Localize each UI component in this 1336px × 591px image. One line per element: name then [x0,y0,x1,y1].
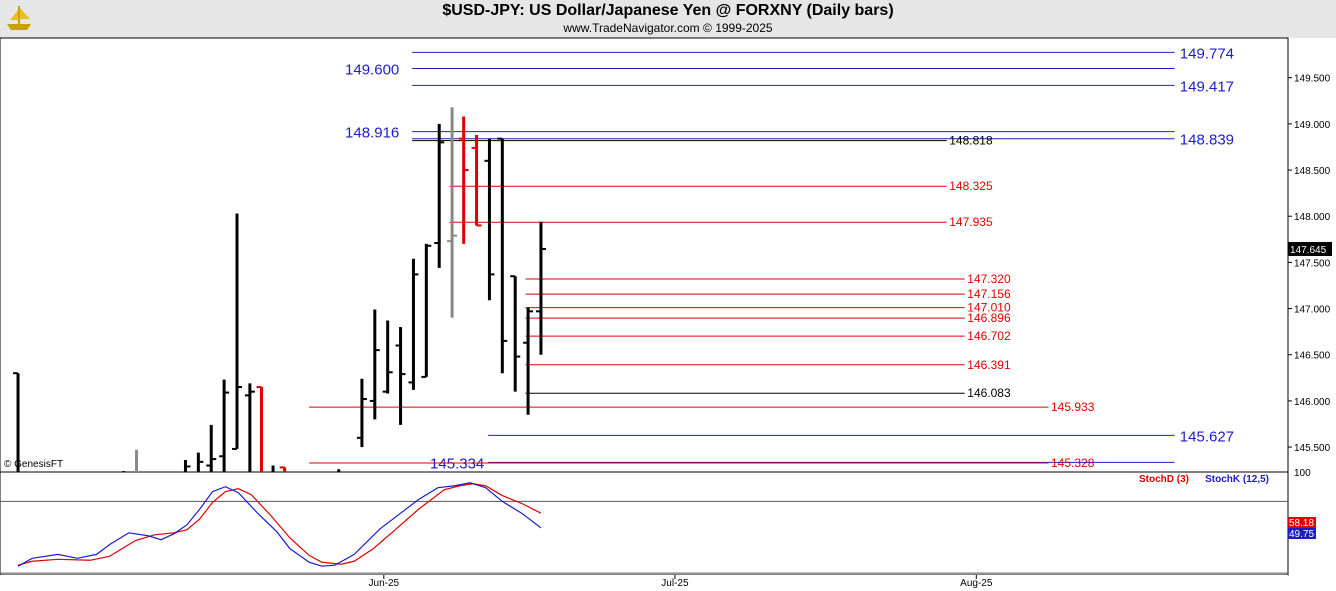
price-tick-label-1: 149.000 [1294,120,1331,131]
level-label-148.839: 148.839 [1180,132,1234,149]
chart-header [0,0,1336,38]
stochk-last-value: 49.75 [1289,529,1314,540]
chart-title: $USD-JPY: US Dollar/Japanese Yen @ FORXN… [442,2,894,19]
level-label-146.896: 146.896 [967,311,1011,325]
stochastic-lines [0,482,1288,574]
price-tick-label-4: 147.500 [1294,258,1331,269]
level-label-145.933: 145.933 [1051,400,1095,414]
last-price-box [1288,241,1332,256]
level-label-147.156: 147.156 [967,287,1011,301]
level-label-149.600: 149.600 [345,61,399,78]
gold-ship-icon [7,6,31,30]
date-tick-label-2: Aug-25 [960,578,993,589]
date-tick-label-1: Jul-25 [661,578,689,589]
level-label-148.325: 148.325 [949,179,993,193]
chart-subtitle: www.TradeNavigator.com © 1999-2025 [563,21,773,35]
level-label-149.417: 149.417 [1180,78,1234,95]
level-label-145.334: 145.334 [430,455,484,472]
level-label-148.916: 148.916 [345,125,399,142]
level-label-145.627: 145.627 [1180,428,1234,445]
price-tick-label-6: 146.500 [1294,351,1331,362]
price-tick-label-7: 146.000 [1294,397,1331,408]
date-tick-label-0: Jun-25 [369,578,400,589]
stoch-series-k [17,482,542,567]
stochd-last-box [1288,517,1316,528]
level-label-149.774: 149.774 [1180,45,1234,62]
price-panel [0,37,1289,473]
stoch-tick-100: 100 [1294,468,1311,479]
level-label-147.935: 147.935 [949,215,993,229]
legend-stochd: StochD (3) [1139,474,1189,485]
legend-stochk: StochK (12,5) [1205,474,1269,485]
last-price-label: 147.645 [1290,245,1327,256]
level-label-146.083: 146.083 [967,386,1011,400]
price-tick-label-0: 149.500 [1294,74,1331,85]
price-tick-label-2: 148.500 [1294,166,1331,177]
stochk-last-box [1288,528,1316,539]
stoch-series-d [17,483,542,566]
price-bars [13,107,546,472]
price-tick-label-5: 147.000 [1294,305,1331,316]
level-label-146.391: 146.391 [967,358,1011,372]
price-tick-label-3: 148.000 [1294,212,1331,223]
level-label-145.328: 145.328 [1051,456,1095,470]
stochd-last-value: 58.18 [1289,518,1314,529]
level-label-146.702: 146.702 [967,329,1011,343]
copyright-text: © GenesisFT [4,459,63,470]
level-label-147.010: 147.010 [967,301,1011,315]
price-levels: 149.774 149.600 149.417 148.916 148.839 148.8… [309,45,1234,472]
level-label-147.320: 147.320 [967,272,1011,286]
date-ticks: Jun-25 Jul-25 Aug-25 [369,575,993,589]
stochastic-panel [0,471,1289,576]
price-tick-label-8: 145.500 [1294,443,1331,454]
date-axis [0,575,1288,591]
price-axis: 149.500 149.000 148.500 148.000 147.500 147.0… [1288,74,1332,454]
level-label-148.818: 148.818 [949,134,993,148]
